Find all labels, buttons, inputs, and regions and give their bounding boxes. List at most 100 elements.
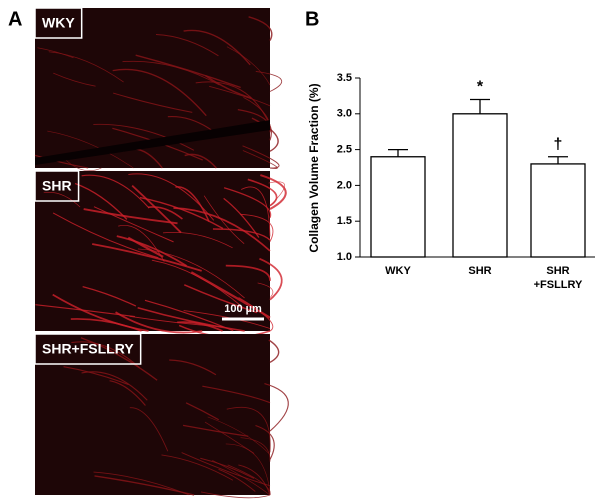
dark-band	[35, 120, 270, 165]
fiber	[94, 475, 195, 496]
fiber	[169, 359, 217, 376]
fiber	[93, 123, 195, 151]
fiber	[251, 117, 279, 152]
fiber	[71, 341, 140, 369]
y-tick-label: 1.5	[337, 215, 352, 227]
fiber	[129, 315, 224, 328]
fiber	[242, 145, 280, 169]
fiber	[212, 228, 271, 241]
fiber	[200, 491, 271, 499]
fiber	[116, 235, 188, 267]
fiber	[81, 174, 150, 209]
fiber	[207, 416, 271, 455]
bar	[530, 163, 586, 258]
panel-label: A	[8, 8, 22, 30]
fiber	[109, 380, 146, 406]
label-box	[34, 7, 83, 39]
fiber	[226, 406, 271, 453]
y-tick-label: 2.5	[337, 144, 352, 156]
fiber	[91, 243, 202, 272]
fiber	[35, 304, 136, 318]
fiber	[48, 51, 124, 83]
fiber	[43, 191, 81, 208]
label-box	[34, 170, 80, 202]
fiber	[255, 71, 283, 92]
fiber	[63, 366, 129, 386]
image-label: SHR+FSLLRY	[42, 341, 134, 357]
fiber	[175, 186, 210, 222]
fiber	[240, 186, 271, 237]
micrograph	[35, 334, 270, 495]
fiber	[118, 225, 165, 262]
fiber	[162, 232, 233, 249]
fiber	[52, 212, 159, 259]
fiber	[70, 318, 142, 332]
image-label: WKY	[42, 15, 75, 31]
fiber	[83, 208, 178, 225]
fiber	[113, 92, 193, 113]
fiber	[112, 68, 207, 117]
fiber	[93, 206, 174, 243]
fiber	[173, 207, 271, 252]
fiber	[225, 443, 271, 493]
fiber	[257, 282, 274, 298]
y-tick-label: 3.0	[337, 108, 352, 120]
fiber	[137, 248, 245, 299]
fiber	[147, 206, 183, 220]
fiber	[227, 464, 271, 496]
fiber	[135, 54, 241, 89]
fiber	[237, 109, 272, 141]
x-tick-label: WKY	[385, 265, 411, 277]
fiber	[129, 407, 169, 452]
fiber	[264, 382, 289, 432]
fiber	[37, 47, 74, 59]
fiber	[183, 284, 258, 314]
fiber	[255, 424, 275, 460]
fiber	[203, 195, 245, 244]
y-tick-label: 3.5	[337, 72, 352, 84]
fiber	[218, 468, 256, 492]
annotation: *	[477, 79, 484, 96]
y-axis-label: Collagen Volume Fraction (%)	[307, 83, 321, 252]
fiber	[223, 187, 272, 219]
fiber	[225, 264, 271, 281]
fiber	[240, 437, 271, 462]
fiber	[122, 60, 220, 86]
fiber	[223, 197, 260, 238]
fiber	[260, 174, 287, 210]
fiber	[243, 97, 271, 133]
fiber	[161, 454, 234, 481]
fiber	[53, 72, 96, 87]
fiber	[182, 424, 249, 437]
fiber	[226, 46, 271, 86]
annotation: †	[554, 136, 563, 153]
x-tick-label: SHR	[468, 265, 491, 277]
fiber	[183, 29, 251, 66]
image-label: SHR	[42, 178, 72, 194]
fiber	[238, 297, 274, 332]
x-tick-label: +FSLLRY	[534, 279, 583, 291]
fiber	[81, 371, 148, 401]
x-tick-label: SHR	[546, 265, 569, 277]
scale-bar-label: 100 µm	[224, 303, 262, 315]
fiber	[34, 154, 89, 169]
fiber	[144, 299, 234, 332]
y-tick-label: 2.0	[337, 179, 352, 191]
fiber	[202, 385, 271, 404]
fiber	[248, 16, 273, 41]
fiber	[247, 178, 278, 207]
bar	[370, 156, 426, 258]
fiber	[155, 33, 219, 57]
fiber	[195, 81, 271, 126]
fiber	[74, 182, 128, 220]
fiber	[128, 173, 215, 221]
fiber	[205, 75, 252, 99]
label-box	[34, 333, 142, 365]
fiber	[181, 452, 271, 487]
bar	[452, 113, 508, 258]
fiber	[185, 402, 220, 421]
fiber	[200, 457, 255, 479]
fiber	[268, 339, 280, 363]
fiber	[80, 337, 158, 381]
panel-label: B	[305, 8, 319, 30]
